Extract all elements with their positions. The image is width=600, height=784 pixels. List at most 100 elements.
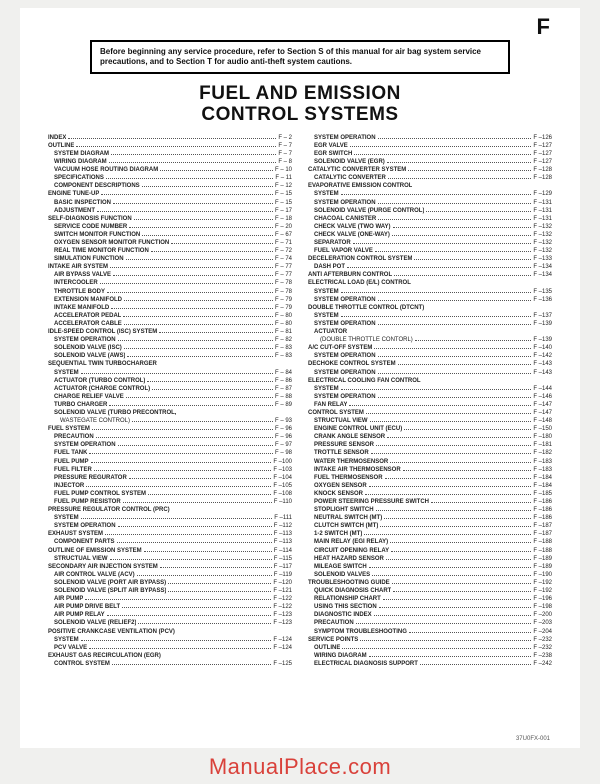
toc-page: F – 84 bbox=[275, 369, 292, 377]
toc-row: ELECTRICAL COOLING FAN CONTROL bbox=[308, 377, 552, 385]
toc-dots bbox=[112, 661, 271, 665]
title-line-2: CONTROL SYSTEMS bbox=[48, 105, 552, 126]
toc-page: F –108 bbox=[273, 490, 292, 498]
toc-dots bbox=[369, 653, 532, 657]
toc-row: SYSTEM OPERATIONF –131 bbox=[308, 199, 552, 207]
toc-label: SOLENOID VALVE (TURBO PRECONTROL, bbox=[54, 409, 176, 417]
toc-label: ENGINE TUNE-UP bbox=[48, 190, 99, 198]
toc-dots bbox=[384, 515, 531, 519]
toc-row: WASTEGATE CONTROL)F – 93 bbox=[48, 417, 292, 425]
toc-row: COMPONENT DESCRIPTIONSF – 12 bbox=[48, 182, 292, 190]
toc-page: F – 2 bbox=[278, 134, 292, 142]
toc-label: OUTLINE OF EMISSION SYSTEM bbox=[48, 547, 142, 555]
toc-page: F –132 bbox=[533, 239, 552, 247]
toc-dots bbox=[374, 345, 531, 349]
toc-label: FUEL VAPOR VALVE bbox=[314, 247, 373, 255]
toc-row: AIR PUMP DRIVE BELTF –122 bbox=[48, 603, 292, 611]
toc-row: PRESSURE SENSORF –181 bbox=[308, 441, 552, 449]
toc-row: EGR VALVEF –127 bbox=[308, 142, 552, 150]
toc-row: FUEL THERMOSENSORF –184 bbox=[308, 474, 552, 482]
toc-page: F –134 bbox=[533, 263, 552, 271]
toc-dots bbox=[89, 645, 271, 649]
toc-page: F –131 bbox=[533, 199, 552, 207]
toc-page: F – 96 bbox=[275, 433, 292, 441]
page: F Before beginning any service procedure… bbox=[20, 8, 580, 748]
toc-label: INDEX bbox=[48, 134, 66, 142]
toc-row: TROTTLE SENSORF –182 bbox=[308, 449, 552, 457]
toc-row: TURBO CHARGERF – 89 bbox=[48, 401, 292, 409]
toc-page: F – 20 bbox=[275, 223, 292, 231]
toc-label: DOUBLE THROTTLE CONTROL (DTCNT) bbox=[308, 304, 424, 312]
toc-page: F – 72 bbox=[275, 247, 292, 255]
toc-label: FUEL TANK bbox=[54, 449, 87, 457]
toc-label: AIR BYPASS VALVE bbox=[54, 271, 111, 279]
toc-label: CATALYTIC CONVERTER SYSTEM bbox=[308, 166, 406, 174]
toc-label: SYSTEM OPERATION bbox=[54, 336, 116, 344]
toc-page: F –122 bbox=[273, 595, 292, 603]
toc-row: REAL TIME MONITOR FUNCTIONF – 72 bbox=[48, 247, 292, 255]
toc-label: CATALYTIC CONVERTER bbox=[314, 174, 386, 182]
toc-page: F –123 bbox=[273, 611, 292, 619]
toc-label: EGR SWITCH bbox=[314, 150, 352, 158]
toc-row: KNOCK SENSORF –185 bbox=[308, 490, 552, 498]
toc-page: F –204 bbox=[533, 628, 552, 636]
toc-dots bbox=[110, 556, 272, 560]
toc-page: F – 77 bbox=[275, 271, 292, 279]
toc-label: VACUUM HOSE ROUTING DIAGRAM bbox=[54, 166, 158, 174]
toc-page: F – 83 bbox=[275, 344, 292, 352]
toc-dots bbox=[126, 394, 273, 398]
toc-label: ELECTRICAL LOAD (E/L) CONTROL bbox=[308, 279, 411, 287]
toc-page: F – 67 bbox=[275, 231, 292, 239]
toc-row: SYSTEMF –137 bbox=[308, 312, 552, 320]
toc-label: SOLENOID VALVE (EGR) bbox=[314, 158, 385, 166]
toc-row: EGR SWITCHF –127 bbox=[308, 150, 552, 158]
toc-row: DIAGNOSTIC INDEXF –200 bbox=[308, 611, 552, 619]
toc-label: SYSTEM OPERATION bbox=[54, 522, 116, 530]
toc-dots bbox=[350, 143, 532, 147]
toc-row: SOLENOID VALVE (PURGE CONTROL)F –131 bbox=[308, 207, 552, 215]
toc-label: PRESSURE REGURATOR bbox=[54, 474, 127, 482]
toc-label: SIMULATION FUNCTION bbox=[54, 255, 124, 263]
toc-page: F – 86 bbox=[275, 377, 292, 385]
toc-label: SOLENOID VALVE (PORT AIR BYPASS) bbox=[54, 579, 166, 587]
toc-dots bbox=[86, 483, 271, 487]
toc-row: INDEX F – 2 bbox=[48, 134, 292, 142]
toc-page: F –120 bbox=[273, 579, 292, 587]
toc-row: SOLENOID VALVE (AWS)F – 83 bbox=[48, 352, 292, 360]
toc-dots bbox=[431, 499, 531, 503]
toc-row: ELECTRICAL DIAGNOSIS SUPPORTF –242 bbox=[308, 660, 552, 668]
toc-dots bbox=[341, 313, 532, 317]
toc-row: SYSTEMF –111 bbox=[48, 514, 292, 522]
toc-page: F – 78 bbox=[275, 288, 292, 296]
toc-label: SYSTEM bbox=[54, 514, 79, 522]
toc-dots bbox=[152, 386, 273, 390]
toc-dots bbox=[142, 183, 273, 187]
toc-row: SYSTEM OPERATIONF – 82 bbox=[48, 336, 292, 344]
toc-dots bbox=[341, 386, 532, 390]
toc-row: USING THIS SECTIONF –198 bbox=[308, 603, 552, 611]
toc-page: F – 11 bbox=[275, 174, 292, 182]
toc-dots bbox=[341, 289, 532, 293]
toc-row: SYSTEM OPERATIONF –136 bbox=[308, 296, 552, 304]
toc-dots bbox=[110, 264, 273, 268]
toc-dots bbox=[388, 175, 531, 179]
toc-label: SOLENOID VALVE (ISC) bbox=[54, 344, 122, 352]
toc-page: F –188 bbox=[533, 547, 552, 555]
toc-dots bbox=[378, 135, 532, 139]
toc-page: F – 80 bbox=[275, 320, 292, 328]
toc-label: SYSTEM OPERATION bbox=[314, 320, 376, 328]
toc-page: F –184 bbox=[533, 474, 552, 482]
toc-page: F –110 bbox=[274, 498, 292, 506]
toc-row: AIR PUMP RELAYF –123 bbox=[48, 611, 292, 619]
toc-row: EVAPORATIVE EMISSION CONTROL bbox=[308, 182, 552, 190]
toc-dots bbox=[390, 459, 531, 463]
toc-dots bbox=[134, 216, 273, 220]
toc-row: OUTLINEF – 7 bbox=[48, 142, 292, 150]
toc-label: CLUTCH SWITCH (MT) bbox=[314, 522, 378, 530]
toc-dots bbox=[342, 645, 531, 649]
toc-row: POWER STEERING PRESSURE SWITCHF –186 bbox=[308, 498, 552, 506]
toc-page: F –125 bbox=[273, 660, 292, 668]
toc-label: INTERCOOLER bbox=[54, 279, 98, 287]
toc-label: OUTLINE bbox=[48, 142, 74, 150]
toc-dots bbox=[420, 661, 531, 665]
